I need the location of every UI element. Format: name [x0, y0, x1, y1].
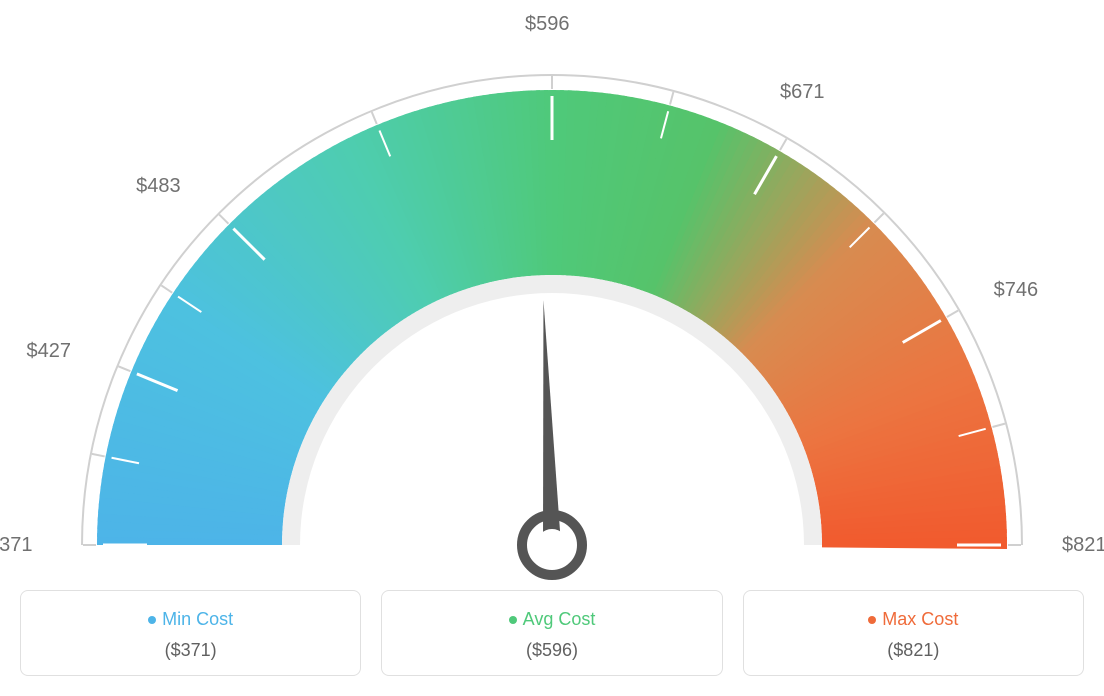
gauge-tick-label: $596: [525, 13, 570, 36]
gauge-tick-label: $427: [26, 340, 71, 363]
gauge-outline-tick: [670, 92, 673, 105]
dot-icon: [509, 616, 517, 624]
legend-min-title: Min Cost: [31, 609, 350, 630]
legend-max: Max Cost ($821): [743, 590, 1084, 676]
legend-avg-value: ($596): [392, 640, 711, 661]
dot-icon: [148, 616, 156, 624]
legend-avg: Avg Cost ($596): [381, 590, 722, 676]
gauge-hub-inner: [536, 529, 568, 561]
gauge-outline-tick: [372, 112, 377, 124]
gauge-outline-tick: [992, 424, 1005, 427]
legend-min-value: ($371): [31, 640, 350, 661]
gauge-outline-tick: [219, 215, 228, 224]
chart-container: $371$427$483$596$671$746$821 Min Cost ($…: [20, 20, 1084, 676]
legend-max-label: Max Cost: [882, 609, 958, 629]
gauge-tick-label: $821: [1062, 534, 1104, 557]
legend-min: Min Cost ($371): [20, 590, 361, 676]
gauge-tick-label: $371: [0, 534, 33, 557]
legend-max-value: ($821): [754, 640, 1073, 661]
gauge-outline-tick: [874, 213, 883, 222]
gauge-outline-tick: [161, 285, 172, 292]
gauge-tick-label: $746: [994, 279, 1039, 302]
gauge-outline-tick: [780, 139, 787, 150]
legend-row: Min Cost ($371) Avg Cost ($596) Max Cost…: [20, 590, 1084, 676]
gauge-chart: $371$427$483$596$671$746$821: [20, 20, 1084, 580]
legend-max-title: Max Cost: [754, 609, 1073, 630]
dot-icon: [868, 616, 876, 624]
gauge-outline-tick: [947, 311, 958, 318]
legend-min-label: Min Cost: [162, 609, 233, 629]
gauge-svg: [20, 20, 1084, 580]
gauge-outline-tick: [118, 366, 130, 371]
gauge-outline-tick: [92, 454, 105, 457]
legend-avg-label: Avg Cost: [523, 609, 596, 629]
legend-avg-title: Avg Cost: [392, 609, 711, 630]
gauge-tick-label: $483: [136, 175, 181, 198]
gauge-needle: [543, 300, 561, 545]
gauge-tick-label: $671: [780, 81, 825, 104]
